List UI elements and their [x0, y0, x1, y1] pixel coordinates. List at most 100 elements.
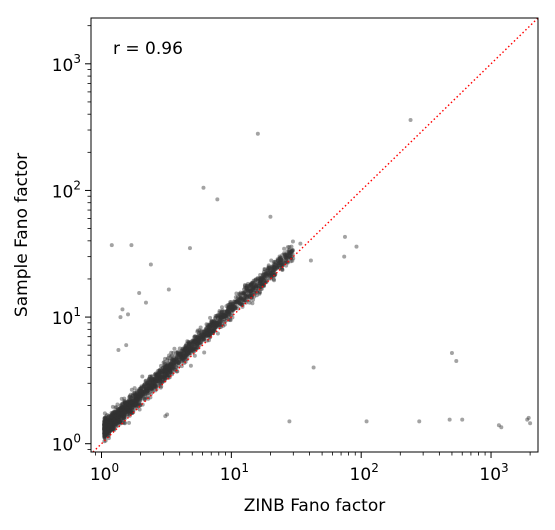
scatter-point: [181, 353, 186, 358]
scatter-point: [233, 306, 238, 310]
scatter-point: [107, 422, 112, 427]
scatter-point: [126, 398, 131, 403]
scatter-point: [123, 405, 128, 410]
scatter-point: [138, 398, 143, 403]
scatter-point: [102, 421, 107, 426]
scatter-point: [143, 300, 148, 305]
scatter-point: [170, 365, 175, 370]
scatter-point: [133, 398, 138, 403]
scatter-point: [130, 406, 135, 411]
scatter-point: [106, 421, 111, 426]
scatter-point: [165, 360, 170, 365]
scatter-point: [169, 357, 174, 362]
scatter-point: [109, 424, 114, 429]
scatter-point: [102, 424, 107, 429]
scatter-point: [198, 337, 203, 342]
scatter-point: [191, 340, 196, 345]
scatter-point: [227, 305, 232, 310]
scatter-point: [104, 427, 109, 432]
scatter-point: [204, 331, 209, 336]
scatter-point: [228, 302, 233, 307]
scatter-point: [102, 433, 107, 438]
scatter-point: [139, 392, 144, 397]
scatter-point: [107, 424, 112, 429]
scatter-point: [119, 412, 124, 417]
scatter-point: [109, 415, 114, 420]
scatter-point: [267, 272, 272, 277]
scatter-point: [120, 401, 125, 406]
scatter-point: [258, 276, 263, 281]
scatter-point: [134, 395, 139, 400]
scatter-point: [279, 261, 284, 266]
scatter-point: [118, 408, 123, 413]
scatter-point: [268, 269, 273, 274]
scatter-point: [107, 419, 112, 424]
scatter-point: [219, 315, 224, 320]
scatter-point: [215, 316, 220, 320]
scatter-point: [105, 412, 110, 417]
scatter-point: [102, 425, 107, 430]
scatter-point: [132, 402, 137, 407]
scatter-point: [109, 426, 114, 431]
scatter-point: [240, 297, 245, 302]
scatter-point: [127, 394, 132, 399]
scatter-point: [121, 416, 126, 421]
scatter-point: [196, 340, 201, 345]
scatter-point: [225, 309, 230, 314]
scatter-point: [123, 403, 128, 408]
scatter-point: [189, 350, 194, 355]
scatter-point: [215, 320, 220, 325]
scatter-point: [275, 258, 280, 263]
scatter-point: [111, 415, 116, 420]
scatter-point: [116, 414, 121, 419]
scatter-point: [218, 315, 223, 320]
scatter-point: [213, 326, 218, 331]
scatter-point: [106, 427, 111, 432]
scatter-point: [204, 328, 209, 333]
scatter-point: [127, 404, 132, 409]
scatter-point: [103, 422, 108, 427]
scatter-point: [171, 358, 176, 363]
scatter-point: [207, 325, 212, 330]
scatter-point: [217, 323, 222, 328]
scatter-point: [183, 344, 188, 349]
scatter-point: [283, 260, 288, 265]
scatter-point: [103, 421, 108, 426]
scatter-point: [106, 429, 111, 434]
scatter-point: [132, 401, 137, 406]
scatter-point: [115, 416, 120, 421]
scatter-point: [158, 382, 163, 387]
scatter-point: [156, 375, 161, 380]
scatter-point: [220, 313, 225, 318]
scatter-point: [131, 400, 136, 405]
scatter-point: [119, 417, 124, 422]
scatter-point: [102, 422, 107, 427]
scatter-point: [158, 370, 163, 375]
scatter-point: [129, 387, 134, 392]
scatter-point: [226, 305, 231, 310]
scatter-point: [102, 426, 107, 431]
scatter-point: [167, 362, 172, 367]
scatter-point: [115, 407, 120, 412]
scatter-point: [179, 348, 184, 353]
scatter-point: [261, 276, 266, 281]
scatter-point: [172, 363, 177, 368]
scatter-point: [110, 404, 115, 409]
scatter-point: [109, 424, 114, 429]
scatter-point: [102, 430, 107, 435]
scatter-point: [104, 421, 109, 426]
scatter-point: [106, 414, 111, 419]
scatter-point: [194, 340, 199, 345]
scatter-point: [176, 361, 181, 366]
scatter-point: [147, 377, 152, 382]
scatter-point: [207, 324, 212, 329]
scatter-point: [169, 360, 174, 365]
scatter-point: [207, 329, 212, 334]
scatter-point: [124, 406, 129, 411]
scatter-point: [132, 403, 137, 408]
scatter-point: [102, 421, 107, 426]
scatter-point: [229, 304, 234, 309]
scatter-point: [242, 290, 247, 295]
scatter-point: [163, 367, 168, 372]
scatter-point: [251, 297, 256, 302]
